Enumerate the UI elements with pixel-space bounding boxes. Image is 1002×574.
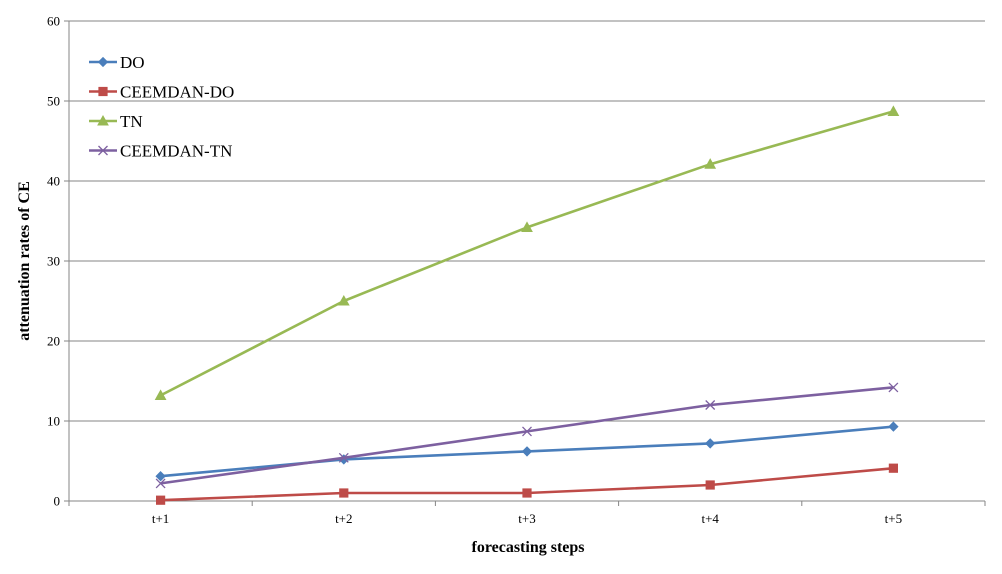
legend-marker-DO (97, 56, 109, 68)
legend-item-DO: DO (89, 53, 145, 72)
data-point-CEEMDAN-TN-t+4 (705, 400, 716, 410)
y-tick-label-60: 60 (47, 14, 60, 29)
legend-marker-CEEMDAN-TN (98, 145, 108, 156)
data-point-CEEMDAN-TN-t+3 (522, 426, 532, 437)
data-point-CEEMDAN-TN-t+1 (155, 478, 166, 489)
data-point-CEEMDAN-TN-t+2 (338, 452, 349, 463)
x-axis-title: forecasting steps (471, 539, 584, 556)
data-point-DO-t+5 (888, 421, 899, 432)
legend-label-CEEMDAN-DO: CEEMDAN-DO (120, 83, 234, 102)
legend-item-TN: TN (89, 112, 143, 131)
legend-label-DO: DO (120, 53, 145, 72)
x-tick-label-t+5: t+5 (885, 511, 902, 526)
x-tick-label-t+2: t+2 (335, 511, 352, 526)
x-tick-label-t+3: t+3 (518, 511, 535, 526)
legend-marker-CEEMDAN-DO (98, 86, 108, 97)
series-TN (154, 105, 900, 400)
legend-label-CEEMDAN-TN: CEEMDAN-TN (120, 142, 232, 161)
x-tick-label-t+4: t+4 (701, 511, 719, 526)
y-tick-label-50: 50 (47, 94, 60, 109)
data-point-DO-t+1 (155, 471, 166, 482)
y-tick-label-0: 0 (54, 494, 61, 509)
data-point-DO-t+3 (521, 446, 533, 457)
y-tick-labels: 0 10 20 30 40 50 60 (47, 14, 69, 509)
data-point-DO-t+4 (705, 438, 716, 449)
data-point-TN-t+2 (337, 294, 350, 306)
data-point-CEEMDAN-DO-t+1 (155, 495, 166, 505)
y-tick-label-30: 30 (47, 254, 60, 269)
legend-item-CEEMDAN-TN: CEEMDAN-TN (89, 142, 232, 161)
data-point-TN-t+1 (154, 389, 167, 400)
y-tick-label-20: 20 (47, 334, 60, 349)
data-point-CEEMDAN-DO-t+3 (522, 488, 532, 498)
y-tick-label-10: 10 (47, 414, 60, 429)
gridlines (69, 20, 985, 422)
data-point-TN-t+3 (521, 221, 533, 232)
x-tick-labels: t+1 t+2 t+3 t+4 t+5 (68, 501, 986, 526)
series-line-TN (160, 110, 894, 397)
legend-label-TN: TN (120, 112, 143, 131)
legend-item-CEEMDAN-DO: CEEMDAN-DO (89, 83, 234, 102)
data-point-CEEMDAN-TN-t+5 (888, 382, 899, 393)
legend: DO CEEMDAN-DO TN CEEMDAN-TN (89, 53, 234, 161)
y-tick-label-40: 40 (47, 174, 60, 189)
y-axis-title: attenuation rates of CE (16, 181, 33, 341)
data-point-CEEMDAN-DO-t+5 (888, 463, 899, 473)
data-point-CEEMDAN-DO-t+2 (339, 488, 349, 498)
data-point-TN-t+4 (704, 158, 717, 169)
legend-marker-TN (97, 114, 109, 126)
data-point-TN-t+5 (887, 105, 900, 116)
data-point-CEEMDAN-DO-t+4 (705, 480, 715, 490)
series-CEEMDAN-TN (155, 382, 899, 489)
series (154, 105, 900, 505)
x-tick-label-t+1: t+1 (152, 511, 169, 526)
series-CEEMDAN-DO (155, 463, 899, 505)
